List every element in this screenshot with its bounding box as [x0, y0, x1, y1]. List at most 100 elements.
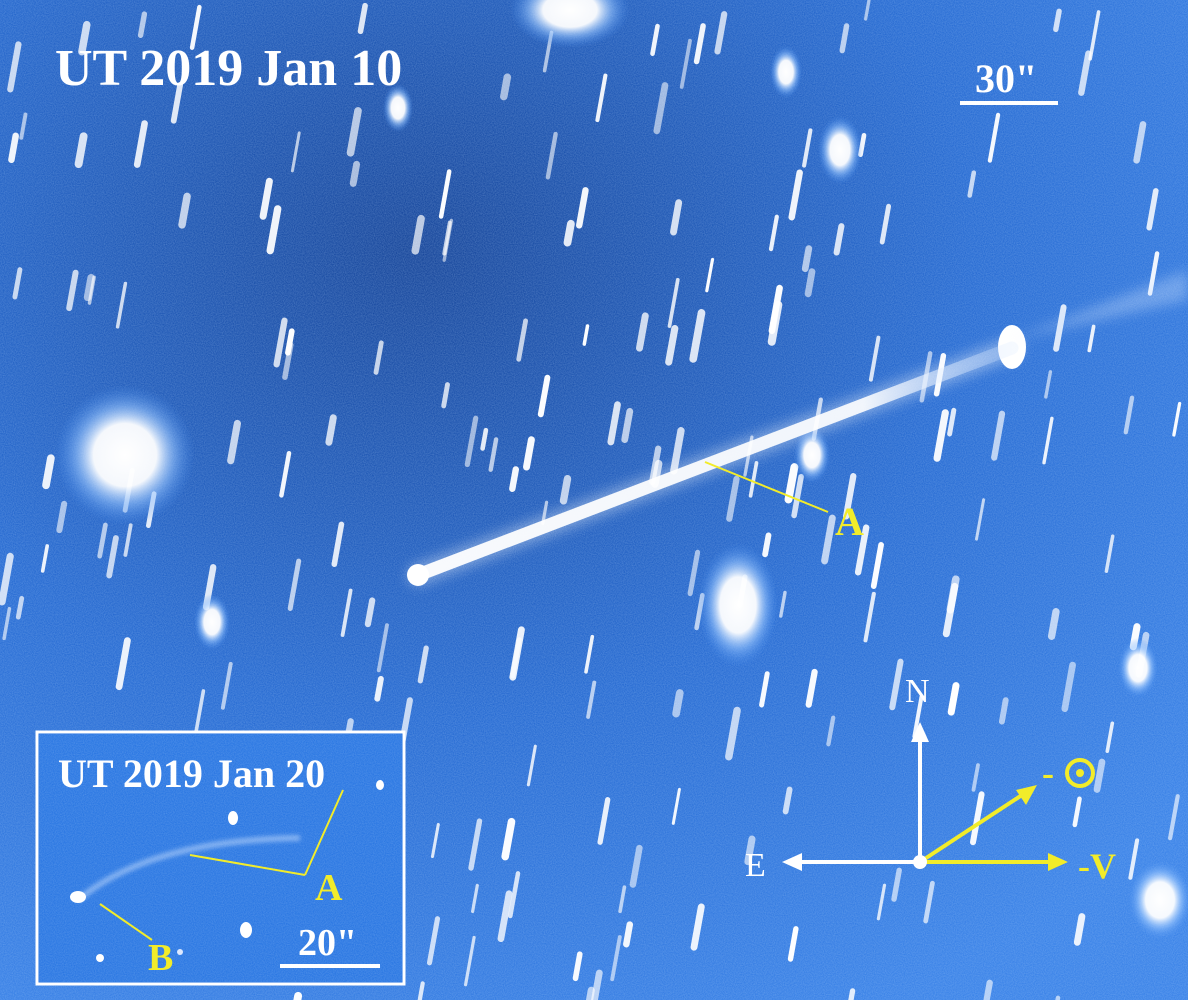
star-streak: [784, 463, 799, 504]
star-streak: [870, 542, 884, 589]
inset-pointer-a2: [304, 789, 344, 876]
star-streak: [912, 695, 924, 739]
velocity-arrowhead: [1048, 853, 1068, 871]
star-upper-mid: [770, 46, 802, 98]
star-streak: [1087, 324, 1096, 353]
star-near-tail: [794, 427, 830, 483]
star-streak: [123, 523, 133, 557]
star-streak: [526, 744, 537, 787]
star-streak: [488, 437, 499, 472]
star-streak: [970, 791, 985, 846]
star-streak: [842, 473, 857, 520]
star-streak: [273, 317, 288, 368]
star-streak: [923, 880, 935, 924]
star-streak: [759, 671, 770, 708]
star-streak: [891, 867, 902, 902]
bright-star-right: [1128, 860, 1188, 940]
star-streak: [975, 498, 986, 541]
star-streak: [1044, 370, 1053, 399]
star-streak: [66, 269, 79, 312]
star-streak: [768, 284, 783, 335]
star-streak: [266, 205, 282, 255]
star-streak: [1088, 10, 1101, 61]
star-streak: [442, 220, 452, 256]
star-streak: [839, 23, 850, 54]
star-streak: [1167, 794, 1180, 841]
star-streak: [947, 682, 960, 716]
star-streak: [426, 916, 441, 966]
star-upper-left: [383, 84, 413, 132]
inset-nucleus: [70, 891, 86, 903]
bright-star-center: [698, 543, 778, 667]
star-streak: [340, 588, 353, 637]
inset-scale-label: 20": [298, 922, 357, 964]
star-streak: [967, 170, 977, 198]
star-streak: [220, 662, 233, 710]
star-streak: [687, 549, 701, 597]
star-streak: [889, 658, 904, 711]
compass-origin: [913, 855, 927, 869]
star-streak: [97, 522, 108, 559]
star-streak: [1053, 8, 1062, 33]
star-streak: [876, 883, 887, 921]
star-streak: [40, 544, 50, 573]
star-streak: [19, 112, 28, 140]
star-streak: [863, 591, 876, 643]
star-streak: [671, 787, 681, 825]
star-streak: [705, 257, 715, 293]
star-streak: [983, 979, 993, 1000]
star-streak: [782, 786, 793, 815]
star-streak: [374, 675, 384, 702]
star-streak: [636, 312, 649, 352]
star-streak: [287, 558, 302, 611]
star-streak: [804, 268, 816, 298]
compass-east-label: E: [745, 847, 766, 884]
star-streak: [500, 73, 512, 101]
star-streak: [586, 680, 597, 719]
star-streak: [346, 107, 362, 157]
star-streak: [863, 0, 871, 21]
star-streak: [1073, 913, 1086, 946]
star-streak: [2, 606, 12, 641]
east-arrowhead: [782, 853, 802, 871]
bright-star-top: [510, 0, 630, 48]
star-streak: [115, 637, 131, 691]
star-streak: [1042, 416, 1054, 465]
star-streak: [971, 763, 980, 792]
star-streak: [508, 871, 521, 919]
star-streak: [178, 192, 191, 229]
star-streak: [726, 475, 740, 522]
star-streak: [670, 199, 683, 236]
star-streak: [1047, 608, 1060, 640]
star-streak: [653, 82, 669, 135]
star-streak: [227, 419, 241, 465]
inset-pointer-a1: [189, 854, 306, 876]
star-streak: [779, 590, 787, 618]
star-streak: [471, 883, 479, 914]
main-tail-label: A: [835, 499, 864, 544]
star-right-mid: [1118, 638, 1158, 698]
star-streak: [946, 575, 960, 614]
star-streak: [464, 415, 479, 468]
star-streak: [42, 454, 55, 490]
bright-star-upper: [818, 116, 862, 184]
star-streak: [497, 890, 513, 943]
star-streak: [563, 219, 575, 247]
star-streak: [618, 885, 627, 914]
star-streak: [325, 414, 337, 446]
star-streak: [879, 203, 892, 245]
star-streak: [585, 986, 595, 1000]
star-streak: [364, 597, 376, 628]
star-streak: [0, 552, 14, 606]
star-streak: [572, 951, 583, 982]
star-streak: [1061, 661, 1076, 713]
star-streak: [623, 921, 634, 948]
star-streak: [762, 532, 772, 558]
star-streak: [430, 822, 440, 859]
antisolar-arrow: [918, 793, 1024, 864]
compass: [782, 722, 1095, 871]
star-streak: [629, 844, 643, 888]
star-streak: [607, 401, 621, 446]
